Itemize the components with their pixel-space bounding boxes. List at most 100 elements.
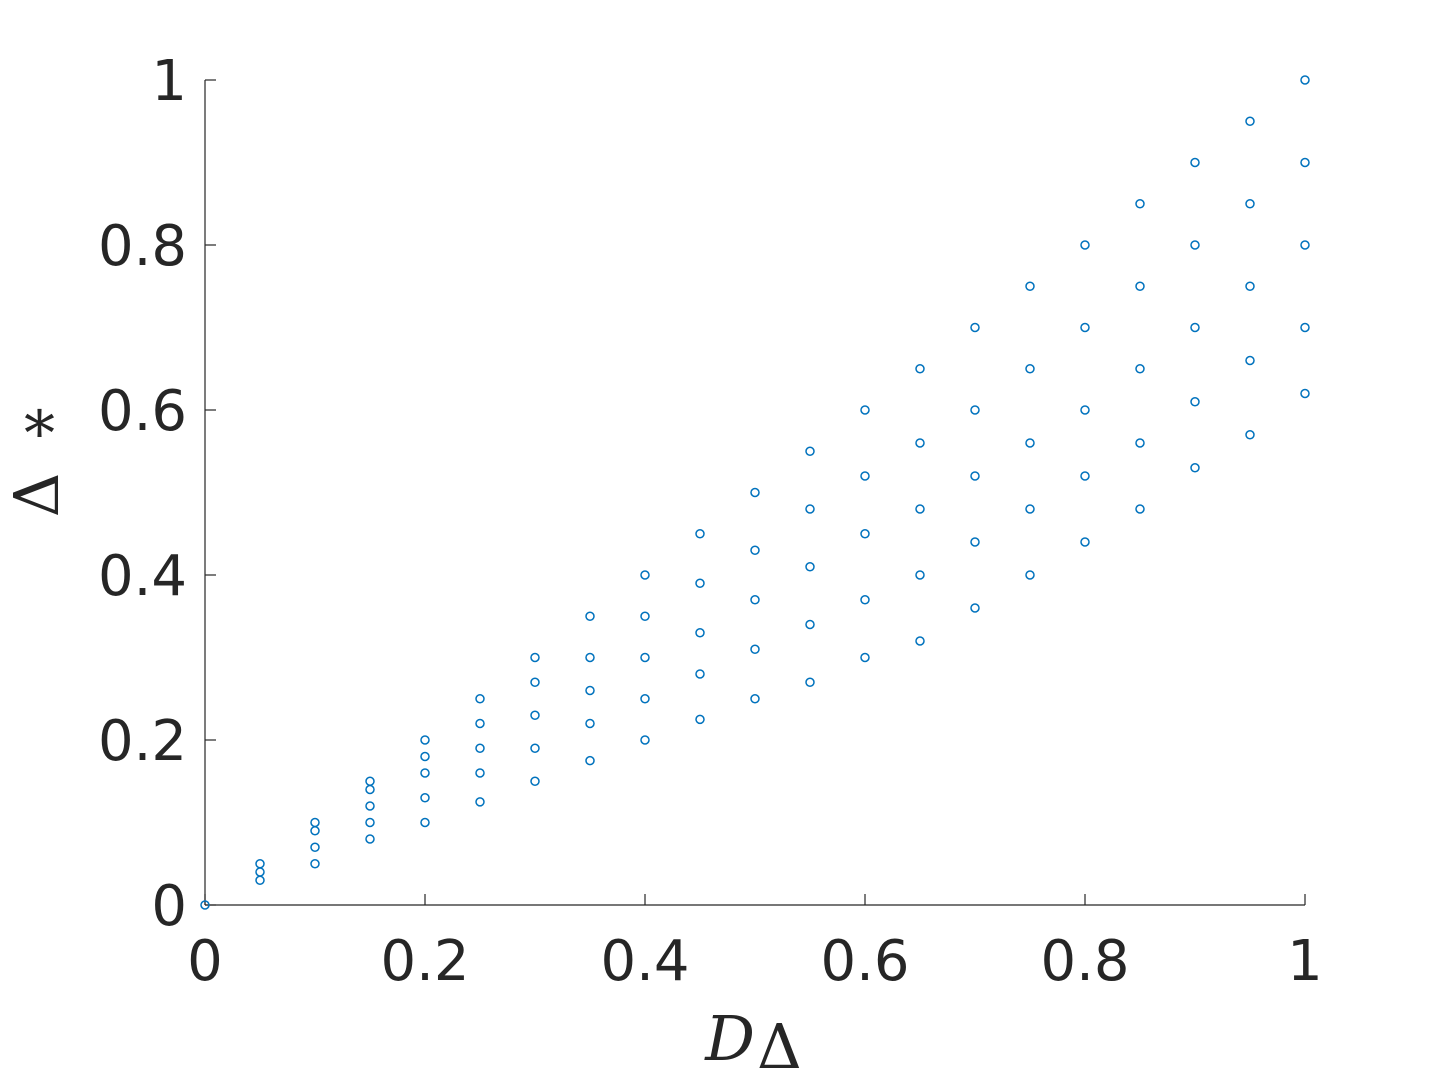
point: [365, 776, 375, 786]
point: [1080, 322, 1090, 333]
point: [750, 487, 760, 498]
point: [915, 570, 925, 580]
point: [1025, 281, 1035, 291]
point: [1190, 157, 1200, 168]
point: [1025, 438, 1035, 448]
point: [475, 718, 485, 729]
point: [530, 710, 540, 720]
point: [805, 619, 815, 630]
y-tick-label: 0.8: [98, 214, 187, 279]
point: [365, 834, 375, 844]
point: [585, 652, 595, 663]
point: [1025, 504, 1035, 514]
point: [695, 669, 705, 679]
point: [805, 677, 815, 687]
point: [310, 817, 320, 828]
point: [1080, 537, 1090, 547]
point: [1190, 397, 1200, 407]
point: [1245, 116, 1255, 126]
point: [1080, 405, 1090, 415]
point: [1190, 240, 1200, 250]
point: [310, 842, 320, 852]
x-tick-label: 1: [1287, 929, 1323, 994]
point: [695, 628, 705, 638]
y-tick-label: 0.2: [98, 709, 187, 774]
point: [750, 545, 760, 555]
point: [475, 694, 485, 704]
y-axis-label: Δ: [0, 473, 73, 518]
point: [915, 438, 925, 448]
point: [475, 743, 485, 753]
point: [640, 570, 650, 580]
point: [695, 714, 705, 725]
y-tick-label: 1: [151, 49, 187, 114]
point: [640, 652, 650, 663]
point: [695, 529, 705, 539]
point: [585, 755, 595, 766]
point: [1135, 364, 1145, 374]
point: [915, 364, 925, 374]
point: [1190, 322, 1200, 333]
point: [1300, 388, 1310, 399]
point: [310, 859, 320, 869]
x-axis-label-sub: Δ: [757, 1010, 802, 1083]
point: [915, 636, 925, 646]
point: [1245, 281, 1255, 291]
point: [530, 743, 540, 753]
point: [970, 405, 980, 415]
point: [420, 768, 430, 778]
point: [420, 751, 430, 762]
point: [365, 784, 375, 795]
point: [585, 718, 595, 729]
point: [1245, 355, 1255, 366]
point: [805, 446, 815, 456]
x-tick-label: 0: [187, 929, 223, 994]
point: [750, 694, 760, 704]
point: [970, 603, 980, 613]
point: [585, 685, 595, 696]
point: [915, 504, 925, 514]
y-tick-label: 0.6: [98, 379, 187, 444]
point: [750, 644, 760, 654]
point: [640, 611, 650, 621]
point: [1025, 570, 1035, 580]
point: [530, 652, 540, 663]
point: [1025, 364, 1035, 374]
point: [860, 471, 870, 481]
point: [1135, 438, 1145, 448]
y-tick-label: 0.4: [98, 544, 187, 609]
point: [420, 735, 430, 745]
point: [805, 504, 815, 514]
point: [475, 768, 485, 778]
x-tick-label: 0.6: [820, 929, 909, 994]
point: [860, 529, 870, 539]
point: [310, 826, 320, 836]
point: [1080, 471, 1090, 481]
x-tick-label: 0.4: [600, 929, 689, 994]
point: [1300, 157, 1310, 168]
y-axis-label-group: Δ *: [0, 397, 73, 517]
point: [970, 471, 980, 481]
point: [1190, 463, 1200, 473]
point: [640, 735, 650, 745]
point: [1300, 322, 1310, 333]
point: [1245, 430, 1255, 440]
y-axis-label-sup: *: [24, 397, 55, 470]
point: [255, 875, 265, 885]
x-axis-label: D: [704, 1002, 755, 1075]
point: [1300, 75, 1310, 85]
point: [530, 776, 540, 786]
point: [365, 801, 375, 811]
point: [860, 652, 870, 663]
point: [420, 793, 430, 803]
point: [805, 562, 815, 572]
point: [200, 900, 210, 910]
point: [475, 797, 485, 807]
point: [365, 817, 375, 828]
point: [970, 537, 980, 547]
point: [255, 859, 265, 869]
point: [750, 595, 760, 605]
point: [970, 322, 980, 333]
point: [420, 817, 430, 828]
